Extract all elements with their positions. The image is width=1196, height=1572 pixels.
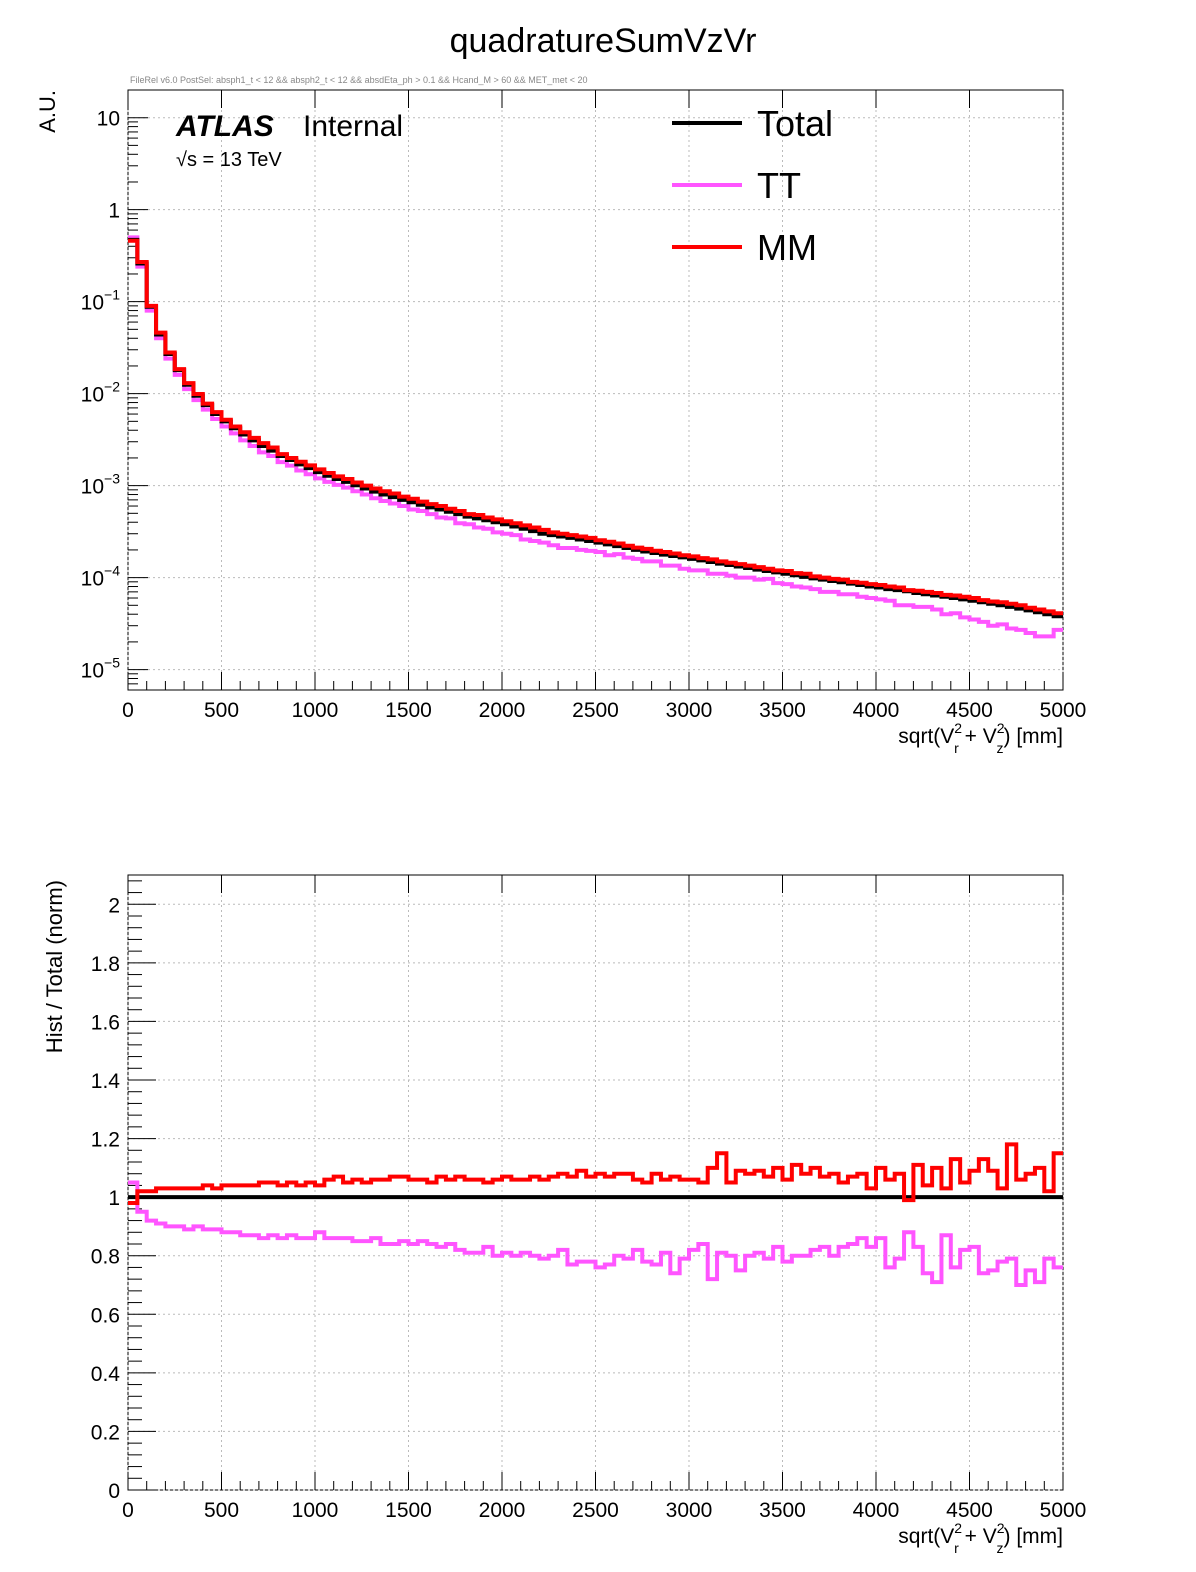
series-mm-line bbox=[128, 238, 1063, 616]
bottom-panel: 0 500 1000 1500 2000 2500 3000 3500 4000 4500 5000… bbox=[42, 874, 1087, 1556]
y-tick-label: 0.4 bbox=[91, 1363, 121, 1386]
x-tick-label: 500 bbox=[204, 699, 239, 722]
legend-label-tt: TT bbox=[757, 165, 801, 206]
top-y-axis-label: A.U. bbox=[35, 90, 60, 133]
y-tick-label: 2 bbox=[108, 894, 120, 917]
x-tick-label: 3000 bbox=[666, 1499, 713, 1522]
x-tick-label: 4000 bbox=[853, 1499, 900, 1522]
x-tick-label: 3500 bbox=[759, 1499, 806, 1522]
x-tick-label: 1000 bbox=[292, 1499, 339, 1522]
bottom-ticks: 0 500 1000 1500 2000 2500 3000 3500 4000 4500 5000… bbox=[91, 875, 1087, 1556]
x-tick-label: 2000 bbox=[479, 1499, 526, 1522]
top-ticks: 0 500 1000 1500 2000 2500 3000 3500 4000 4500 5000… bbox=[81, 89, 1087, 756]
energy-label: √s = 13 TeV bbox=[176, 149, 282, 171]
legend: Total TT MM bbox=[672, 103, 833, 268]
atlas-status: Internal bbox=[303, 110, 403, 143]
x-axis-label: sqrt(V2 r + V2 z) [mm] bbox=[898, 720, 1063, 756]
y-tick-label: 0.2 bbox=[91, 1421, 120, 1444]
y-tick-label: 10−4 bbox=[81, 563, 121, 591]
x-tick-label: 1500 bbox=[385, 1499, 432, 1522]
x-tick-label: 1500 bbox=[385, 699, 432, 722]
y-tick-label: 0.8 bbox=[91, 1246, 120, 1269]
y-tick-label: 1.8 bbox=[91, 953, 120, 976]
y-tick-label: 10−2 bbox=[81, 379, 121, 407]
y-tick-label: 1 bbox=[108, 200, 120, 223]
x-tick-label: 3000 bbox=[666, 699, 713, 722]
y-tick-label: 1.6 bbox=[91, 1011, 120, 1034]
y-tick-label: 1 bbox=[108, 1187, 120, 1210]
bottom-series bbox=[128, 1142, 1063, 1287]
top-panel: 0 500 1000 1500 2000 2500 3000 3500 4000 4500 5000… bbox=[35, 89, 1087, 756]
series-mm-line bbox=[128, 1142, 1063, 1205]
y-tick-label: 0.6 bbox=[91, 1304, 120, 1327]
y-tick-label: 10−3 bbox=[81, 471, 121, 499]
y-tick-label: 1.2 bbox=[91, 1129, 120, 1152]
x-tick-label: 500 bbox=[204, 1499, 239, 1522]
y-tick-label: 10−5 bbox=[81, 655, 121, 683]
x-tick-label: 5000 bbox=[1040, 1499, 1087, 1522]
x-tick-label: 2500 bbox=[572, 1499, 619, 1522]
top-series bbox=[128, 235, 1063, 639]
bottom-y-axis-label: Hist / Total (norm) bbox=[42, 880, 67, 1053]
legend-label-total: Total bbox=[757, 103, 833, 144]
x-tick-label: 0 bbox=[122, 1499, 134, 1522]
x-tick-label: 4500 bbox=[946, 1499, 993, 1522]
y-tick-label: 0 bbox=[108, 1480, 120, 1503]
x-axis-label: sqrt(V2 r + V2 z) [mm] bbox=[898, 1520, 1063, 1556]
x-tick-label: 0 bbox=[122, 699, 134, 722]
x-tick-label: 4000 bbox=[853, 699, 900, 722]
series-tt-line bbox=[128, 235, 1063, 639]
x-tick-label: 4500 bbox=[946, 699, 993, 722]
x-tick-label: 3500 bbox=[759, 699, 806, 722]
x-tick-label: 2000 bbox=[479, 699, 526, 722]
selection-note: FileRel v6.0 PostSel: absph1_t < 12 && a… bbox=[130, 75, 588, 85]
y-tick-label: 10 bbox=[97, 108, 120, 131]
atlas-label: ATLAS bbox=[175, 110, 274, 143]
series-tt-line bbox=[128, 1180, 1063, 1287]
y-tick-label: 10−1 bbox=[81, 287, 121, 315]
x-tick-label: 2500 bbox=[572, 699, 619, 722]
x-tick-label: 5000 bbox=[1040, 699, 1087, 722]
chart-title: quadratureSumVzVr bbox=[450, 22, 757, 60]
x-tick-label: 1000 bbox=[292, 699, 339, 722]
legend-label-mm: MM bbox=[757, 227, 817, 268]
top-grid bbox=[127, 90, 1064, 690]
y-tick-label: 1.4 bbox=[91, 1070, 121, 1093]
